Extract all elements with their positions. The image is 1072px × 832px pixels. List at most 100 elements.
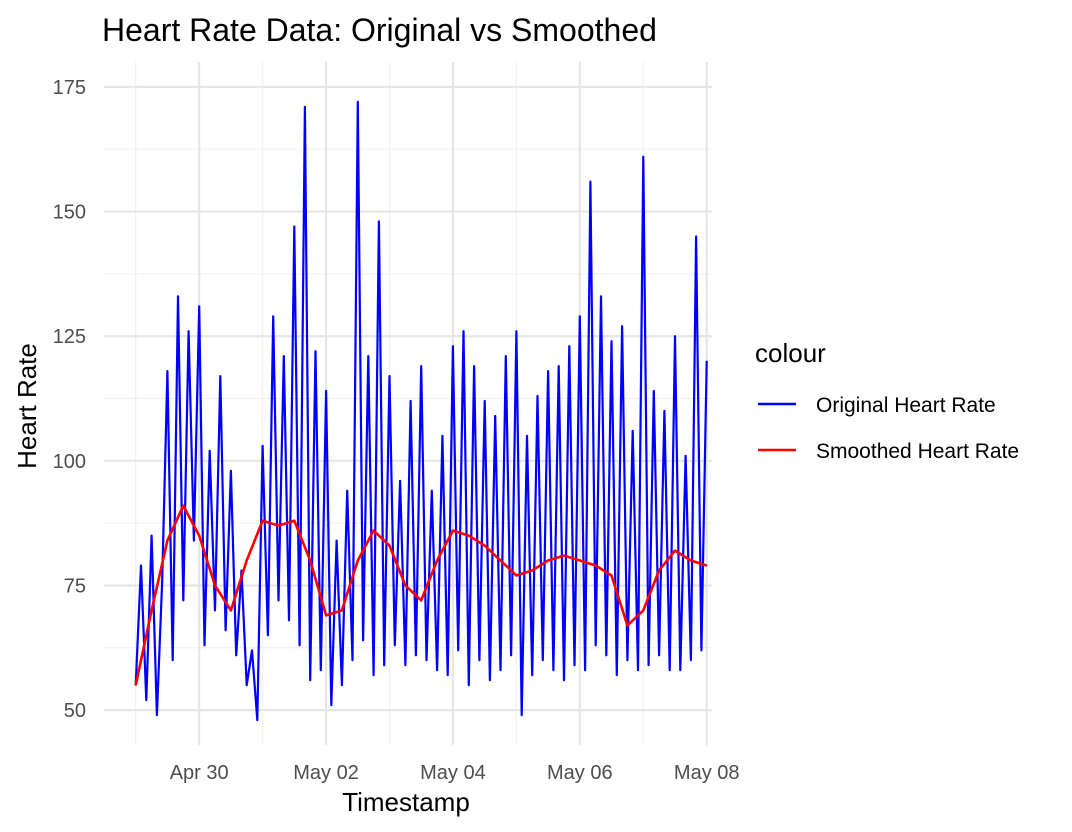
data-point <box>589 181 592 183</box>
data-point <box>468 535 470 537</box>
data-point <box>468 684 470 686</box>
data-point <box>452 345 454 347</box>
data-point <box>600 295 602 297</box>
data-point <box>309 679 311 681</box>
data-point <box>679 669 681 671</box>
legend-item-original: Original Heart Rate <box>758 394 996 417</box>
x-tick-label: Apr 30 <box>170 762 229 784</box>
data-point <box>462 330 465 332</box>
data-point <box>621 325 623 327</box>
data-point <box>499 669 502 671</box>
data-point <box>246 684 248 686</box>
data-point <box>526 435 528 437</box>
data-point <box>489 679 491 681</box>
data-point <box>182 505 184 507</box>
y-tick-label: 175 <box>53 77 86 99</box>
data-point <box>510 654 512 656</box>
data-point <box>203 644 206 646</box>
y-axis-ticks: 50 75 100 125 150 175 <box>53 77 86 722</box>
data-point <box>420 599 422 602</box>
smoothed-heart-rate-line <box>134 504 708 686</box>
data-point <box>579 559 581 562</box>
data-point <box>626 659 629 661</box>
data-point <box>367 355 369 357</box>
data-point <box>610 340 613 342</box>
data-point <box>706 360 708 362</box>
legend-label-original: Original Heart Rate <box>816 394 996 417</box>
data-point <box>515 574 517 577</box>
y-tick-label: 150 <box>53 202 86 224</box>
data-point <box>383 664 385 666</box>
data-point <box>394 644 396 646</box>
data-point <box>515 330 517 332</box>
data-point <box>595 564 597 567</box>
data-point <box>341 609 343 611</box>
data-point <box>209 450 211 452</box>
data-point <box>690 559 692 562</box>
data-point <box>478 659 480 661</box>
data-point <box>150 535 153 537</box>
data-point <box>251 649 253 651</box>
data-point <box>277 599 280 602</box>
data-point <box>637 669 639 671</box>
x-axis-title: Timestamp <box>342 787 470 817</box>
data-point <box>674 549 676 552</box>
data-point <box>642 609 644 611</box>
data-point <box>378 220 380 223</box>
data-point <box>140 564 142 567</box>
data-point <box>521 714 523 716</box>
data-point <box>293 225 295 228</box>
data-point <box>568 345 570 347</box>
data-point <box>198 305 200 307</box>
data-point <box>484 400 486 402</box>
y-tick-label: 50 <box>64 700 86 722</box>
x-axis-ticks: Apr 30 May 02 May 04 May 06 May 08 <box>170 762 740 784</box>
data-point <box>642 156 644 158</box>
data-point <box>616 674 618 676</box>
data-point <box>431 490 433 492</box>
data-point <box>700 649 703 651</box>
data-point <box>420 365 422 367</box>
data-point <box>653 390 655 392</box>
data-point <box>325 390 327 392</box>
data-point <box>187 330 190 332</box>
data-point <box>684 455 687 457</box>
data-point <box>410 400 412 402</box>
data-point <box>256 719 258 721</box>
data-point <box>135 684 137 686</box>
data-point <box>330 704 332 706</box>
legend: colour Original Heart Rate Smoothed Hear… <box>755 338 1019 463</box>
data-point <box>166 539 169 542</box>
data-point <box>415 654 417 656</box>
data-point <box>230 470 232 472</box>
legend-title: colour <box>755 338 826 368</box>
data-point <box>357 101 359 103</box>
data-point <box>547 370 549 372</box>
data-point <box>674 335 676 337</box>
data-point <box>563 554 565 557</box>
data-point <box>161 579 163 582</box>
data-point <box>425 659 428 661</box>
data-point <box>182 599 184 602</box>
data-point <box>156 714 158 716</box>
original-heart-rate-line <box>134 100 708 722</box>
data-point <box>552 669 554 671</box>
data-point <box>262 520 264 522</box>
data-point <box>304 106 306 108</box>
data-point <box>388 375 391 377</box>
data-point <box>219 375 221 377</box>
data-point <box>150 609 153 611</box>
x-tick-label: May 08 <box>674 762 740 784</box>
data-point <box>531 569 533 572</box>
data-point <box>690 659 692 661</box>
data-point <box>314 350 317 352</box>
data-point <box>357 559 359 562</box>
data-point <box>706 564 708 567</box>
data-point <box>320 669 322 671</box>
data-point <box>214 584 216 587</box>
series-layer <box>134 100 708 722</box>
data-point <box>484 544 486 547</box>
data-point <box>336 539 338 542</box>
data-point <box>404 584 406 587</box>
